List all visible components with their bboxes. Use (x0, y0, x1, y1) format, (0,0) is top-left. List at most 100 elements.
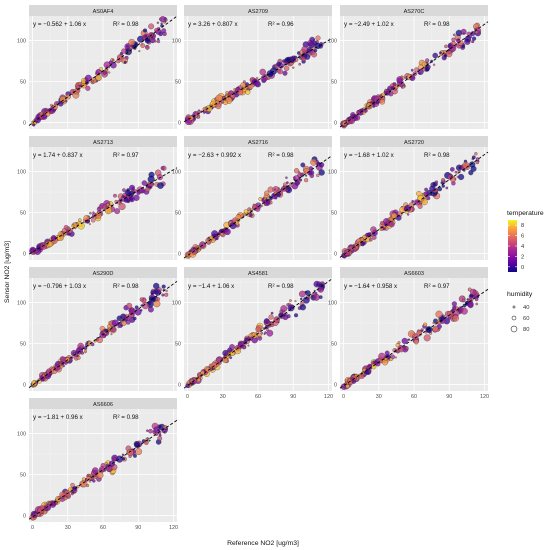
data-point (432, 325, 439, 333)
data-point (375, 361, 381, 367)
x-tick-label: 60 (100, 525, 106, 531)
data-point (108, 460, 115, 467)
data-point (266, 70, 274, 78)
data-point (63, 496, 68, 501)
colorbar-tick-label: 4 (521, 244, 525, 250)
data-point (41, 113, 48, 120)
data-point (318, 295, 323, 299)
data-point (87, 340, 93, 346)
data-point (407, 338, 411, 341)
data-point (359, 373, 365, 379)
data-point (122, 188, 126, 192)
data-point (444, 44, 448, 49)
data-point (464, 35, 472, 43)
data-point (57, 231, 64, 237)
data-point (359, 237, 365, 242)
data-point (222, 100, 228, 105)
legend: temperature 8 6 4 2 0 humidity 40 60 80 (507, 210, 544, 333)
data-point (445, 50, 453, 58)
data-point (149, 37, 152, 41)
data-point (63, 224, 69, 230)
colorbar-tick-label: 2 (521, 254, 524, 260)
data-point (300, 162, 306, 168)
temperature-colorbar (508, 220, 517, 272)
data-point (83, 215, 90, 221)
y-tick-label: 0 (178, 251, 181, 257)
data-point (65, 100, 68, 103)
data-point (151, 36, 154, 39)
y-tick-label: 0 (334, 382, 337, 388)
data-point (34, 380, 38, 384)
data-point (75, 347, 83, 355)
r-squared-label: R² = 0.98 (113, 414, 139, 421)
r-squared-label: R² = 0.98 (424, 21, 450, 28)
data-point (423, 334, 431, 342)
data-point (161, 284, 166, 289)
data-point (462, 32, 465, 35)
data-point (144, 34, 148, 38)
data-point (243, 209, 249, 214)
data-point (247, 344, 250, 347)
data-point (120, 318, 123, 321)
data-point (250, 208, 253, 211)
data-point (91, 215, 95, 219)
data-point (45, 372, 52, 380)
data-point (126, 188, 130, 192)
data-point (425, 58, 430, 63)
data-point (384, 357, 388, 361)
y-tick-label: 100 (17, 169, 26, 175)
panel-as290d: AS290D 0 50 100 y = −0.796 + 1.03 x R² = 0.98 (17, 267, 178, 391)
regression-equation: y = −1.64 + 0.958 x (344, 283, 398, 290)
y-tick-label: 0 (23, 120, 26, 126)
data-point (143, 28, 148, 33)
data-point (443, 54, 447, 58)
data-point (222, 96, 225, 99)
x-tick-label: 30 (65, 525, 71, 531)
data-point (263, 318, 270, 325)
data-point (225, 91, 229, 95)
data-point (300, 297, 303, 301)
data-point (163, 21, 166, 24)
data-point (89, 211, 92, 215)
data-point (474, 297, 479, 302)
x-tick-label: 120 (324, 394, 333, 400)
data-point (301, 46, 308, 53)
r-squared-label: R² = 0.98 (424, 152, 450, 159)
data-point (280, 305, 288, 312)
x-axis-title: Reference NO2 [ug/m3] (227, 540, 299, 547)
data-point (117, 325, 120, 329)
data-point (92, 211, 95, 214)
data-point (312, 293, 320, 301)
data-point (460, 307, 468, 315)
panel-strip (184, 136, 332, 147)
data-point (408, 202, 415, 209)
data-point (139, 297, 144, 302)
data-point (433, 322, 436, 325)
data-point (55, 495, 62, 502)
data-point (110, 326, 117, 333)
data-point (299, 304, 306, 311)
data-point (85, 483, 90, 488)
data-point (40, 242, 48, 250)
data-point (450, 167, 455, 172)
data-point (96, 206, 102, 212)
data-point (401, 337, 408, 345)
data-point (129, 46, 133, 49)
data-point (390, 86, 395, 91)
data-point (93, 475, 97, 479)
data-point (294, 300, 297, 303)
data-point (161, 293, 165, 297)
data-point (389, 357, 393, 362)
data-point (131, 307, 134, 310)
panel-as6606: AS6606 0 50 100 0 30 60 90 120 y = −1.81 + 0.96 x… (17, 398, 178, 531)
data-point (123, 60, 127, 64)
data-point (154, 40, 157, 43)
panels-layer: AS0AF4 0 50 100 y = −0.562 + 1.06 x R² = 0.98… (17, 5, 489, 531)
data-point (354, 245, 359, 250)
data-point (113, 193, 117, 198)
size-legend-circle (510, 325, 518, 333)
data-point (282, 70, 288, 76)
data-point (156, 21, 160, 24)
panel-as2716: AS2716 0 50 100 y = −2.63 + 0.992 x R² = 0.98 (172, 136, 333, 260)
data-point (298, 62, 302, 66)
